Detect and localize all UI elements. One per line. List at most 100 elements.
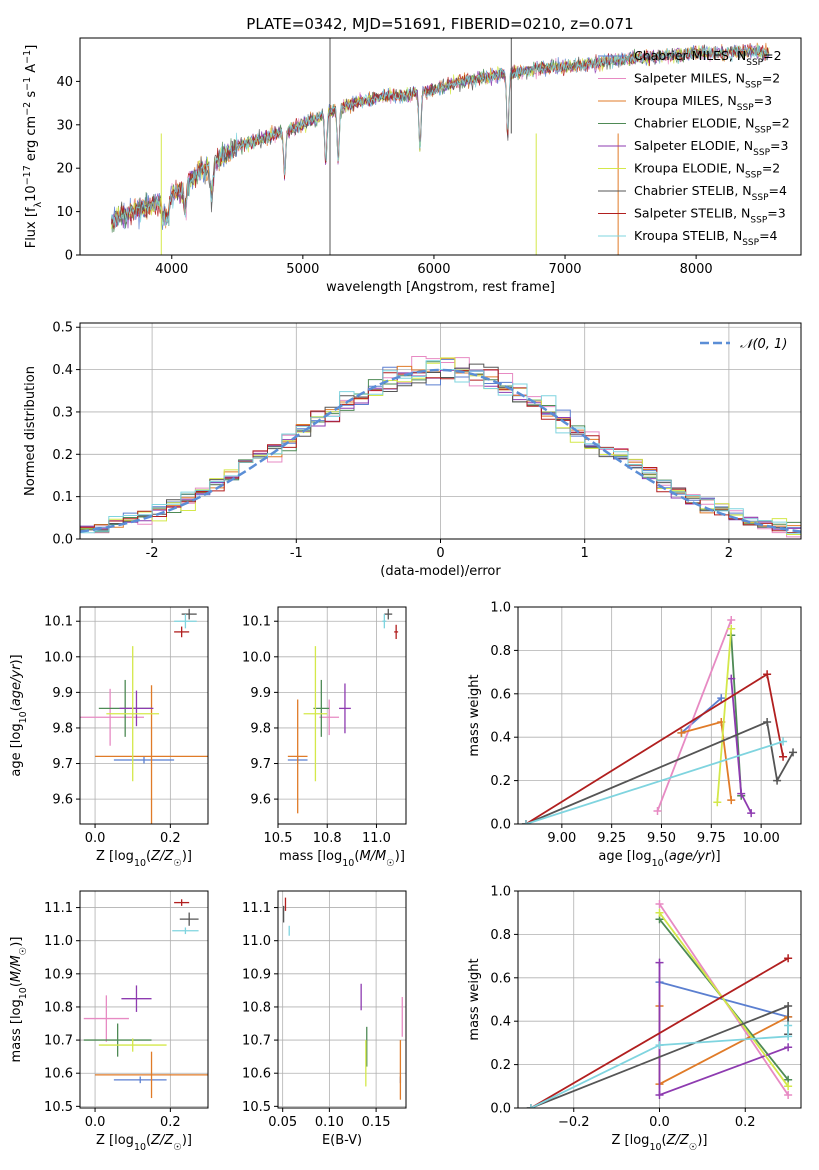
errorbar-point-3 <box>313 679 330 737</box>
errorbar-point-6 <box>181 608 197 620</box>
errorbar-point-1 <box>83 995 129 1042</box>
legend-nssp: =2 <box>763 48 781 63</box>
label-part: )] <box>9 654 24 664</box>
label-part: 10 <box>18 987 29 999</box>
residual-histogram-ylabel: Normed distribution <box>23 366 38 496</box>
errorbar-point-4 <box>119 690 154 727</box>
y-tick-label: 0 <box>65 249 73 264</box>
massweight-vs-age-y-axis: 0.0 0.2 0.4 0.6 0.8 1.0 <box>490 601 518 833</box>
mass-vs-Z-ylabel: mass [log10(M/M☉)] <box>9 937 29 1063</box>
mass-vs-EBV-y-axis: 10.5 10.6 10.7 10.8 10.9 11.0 11.1 <box>242 901 278 1115</box>
x-tick-label: 0.2 <box>160 831 181 846</box>
legend-label: Chabrier STELIB, NSSP=4 <box>634 183 787 203</box>
legend-subscript: SSP <box>750 216 767 226</box>
errorbar-point-5 <box>106 646 160 782</box>
label-part: Z [log <box>612 1133 650 1148</box>
age-vs-Z-ylabel: age [log10(age/yr)] <box>9 654 29 776</box>
massweight-vs-age-plot-area <box>521 616 798 824</box>
weight-marker <box>521 820 530 824</box>
legend-nssp: =4 <box>769 183 787 198</box>
chart-layer: 4000 5000 6000 7000 8000010203040wavelength … <box>9 37 802 1153</box>
label-part: )] <box>9 937 24 947</box>
massweight-vs-age-xlabel: age [log10(age/yr)] <box>598 849 720 869</box>
histogram-step-8 <box>80 360 801 539</box>
label-part: Flux [f <box>24 207 39 248</box>
x-tick-label: 9.00 <box>547 831 576 846</box>
y-tick-label: 0.0 <box>490 818 511 833</box>
errorbar-point-5 <box>303 646 328 782</box>
weight-marker <box>784 1043 793 1052</box>
weight-marker <box>789 748 798 757</box>
weight-marker <box>655 900 664 909</box>
normal-reference-curve <box>80 368 801 533</box>
y-tick-label: 9.9 <box>250 686 271 701</box>
label-part: Z/Z <box>666 1133 690 1148</box>
x-tick-label: 10.5 <box>264 831 293 846</box>
label-part: age/yr <box>669 849 712 864</box>
weight-marker <box>763 670 772 679</box>
label-part: ( <box>9 706 24 711</box>
spectrum-xlabel: wavelength [Angstrom, rest frame] <box>326 280 555 295</box>
y-tick-label: 0.3 <box>52 405 73 420</box>
legend-model-name: Salpeter MILES, N <box>634 71 745 86</box>
y-tick-label: 10 <box>56 205 73 220</box>
label-part: 10 <box>652 858 664 869</box>
legend-model-name: Kroupa ELODIE, N <box>634 161 745 176</box>
age-vs-Z-y-axis: 9.6 9.7 9.8 9.9 10.0 10.1 <box>44 615 80 808</box>
label-part: age [log <box>598 849 651 864</box>
age-vs-Z-xlabel: Z [log10(Z/Z☉)] <box>96 849 192 869</box>
legend-model-name: Kroupa STELIB, N <box>634 228 742 243</box>
label-part: Z [log <box>96 1133 134 1148</box>
age-vs-Z-grid <box>80 607 208 824</box>
x-tick-label: 5000 <box>286 262 319 277</box>
errorbar-point-6 <box>179 912 199 926</box>
x-tick-label: 8000 <box>680 262 713 277</box>
weight-marker <box>655 1041 664 1050</box>
label-part: ( <box>664 849 669 864</box>
label-part: −17 <box>22 165 33 185</box>
weight-marker <box>655 1090 664 1099</box>
x-tick-label: -1 <box>290 546 303 561</box>
label-part: 10 <box>342 858 354 869</box>
massweight-vs-Z-y-axis: 0.0 0.2 0.4 0.6 0.8 1.0 <box>490 885 518 1117</box>
label-part: ☉ <box>689 1142 698 1153</box>
label-part: Z [log <box>96 849 134 864</box>
age-vs-mass-xlabel: mass [log10(M/M☉)] <box>279 849 405 869</box>
weight-line <box>530 1025 789 1108</box>
legend-model-name: Chabrier STELIB, N <box>634 183 752 198</box>
weight-marker <box>655 958 664 967</box>
weight-marker <box>784 1090 793 1099</box>
label-part: 10 <box>18 711 29 723</box>
weight-series-2 <box>677 718 736 805</box>
legend-label: Salpeter STELIB, NSSP=3 <box>634 206 786 226</box>
massweight-vs-age-x-axis: 9.00 9.25 9.50 9.75 10.00 <box>547 824 780 846</box>
legend-label: Chabrier ELODIE, NSSP=2 <box>634 116 790 136</box>
x-tick-label: 0 <box>436 546 444 561</box>
y-tick-label: 0.2 <box>52 448 73 463</box>
weight-line <box>525 740 784 824</box>
y-tick-label: 9.7 <box>250 757 271 772</box>
legend-model-name: Salpeter STELIB, N <box>634 206 750 221</box>
weight-series-5 <box>713 624 736 807</box>
spectrum-line-8 <box>111 44 770 228</box>
mass-vs-Z-y-axis: 10.5 10.6 10.7 10.8 10.9 11.0 11.1 <box>44 901 80 1115</box>
legend-nssp: =3 <box>754 93 772 108</box>
legend-model-name: Kroupa MILES, N <box>634 93 737 108</box>
label-part: 10 <box>24 185 39 202</box>
weight-series-4 <box>727 674 756 818</box>
weight-marker <box>727 674 736 683</box>
mass-vs-Z-axes-frame <box>79 890 209 1109</box>
y-tick-label: 9.7 <box>52 757 73 772</box>
mass-vs-Z-x-axis: 0.0 0.2 <box>85 1108 181 1130</box>
mass-vs-EBV-panel: 0.05 0.10 0.15 10.5 10.6 10.7 10.8 10.9 11.0 11.1… <box>242 890 407 1148</box>
weight-marker <box>655 908 664 917</box>
spectrum-axes-frame <box>79 37 802 256</box>
weight-marker <box>763 718 772 727</box>
y-tick-label: 20 <box>56 162 73 177</box>
errorbar-point-0 <box>113 1076 167 1084</box>
legend-label: Kroupa STELIB, NSSP=4 <box>634 228 778 248</box>
label-part: ( <box>662 1133 667 1148</box>
y-tick-label: 0.4 <box>490 731 511 746</box>
x-tick-label: 4000 <box>155 262 188 277</box>
